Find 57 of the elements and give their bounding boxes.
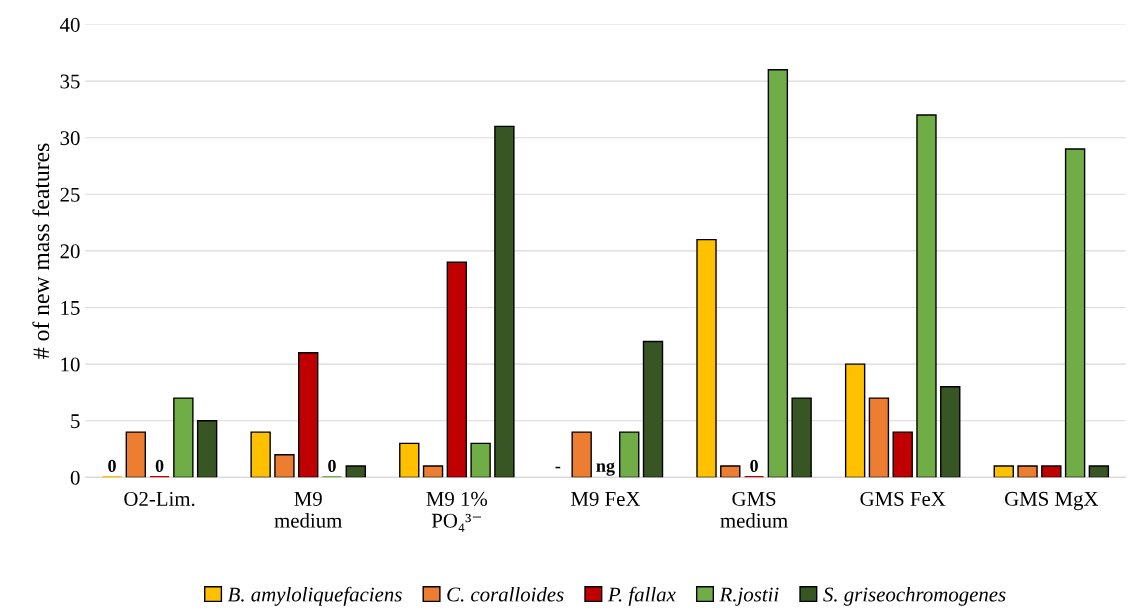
x-tick-label: GMS medium — [720, 491, 788, 528]
bar — [250, 431, 271, 478]
legend-label: B. amyloliquefaciens — [227, 586, 402, 606]
data-label: 0 — [328, 459, 336, 472]
y-tick-label: 0 — [70, 470, 80, 485]
y-tick-label: 40 — [59, 17, 80, 32]
bar — [1041, 465, 1062, 478]
data-label: 0 — [108, 459, 116, 472]
bar — [993, 465, 1014, 478]
bar — [868, 397, 890, 478]
bar — [696, 238, 717, 478]
bar — [274, 454, 295, 478]
bar — [494, 125, 515, 478]
legend-label: S. griseochromogenes — [823, 586, 1006, 606]
x-tick-label: M9 FeX — [571, 491, 641, 506]
bar — [1088, 465, 1110, 478]
bar — [345, 465, 366, 478]
bar — [892, 431, 913, 478]
bar — [767, 69, 789, 478]
bar — [422, 465, 444, 478]
legend-label: R.jostii — [719, 587, 779, 606]
bar — [1017, 465, 1038, 478]
y-tick-label: 35 — [60, 74, 80, 89]
text: ng — [596, 462, 615, 476]
bar — [446, 261, 468, 478]
bar — [298, 352, 319, 478]
bar — [399, 442, 420, 478]
bar — [619, 431, 640, 478]
bar — [642, 340, 664, 478]
x-tick-label: M9 medium — [274, 491, 343, 528]
bar — [1064, 148, 1086, 478]
y-axis-title: # of new mass features — [32, 143, 50, 359]
legend-label: P. fallax — [607, 586, 676, 606]
bar — [791, 397, 812, 478]
legend-label: C. coralloides — [447, 586, 564, 602]
bar — [173, 397, 194, 478]
text: - — [555, 466, 561, 469]
data-label: 0 — [750, 459, 758, 472]
y-tick-label: 5 — [71, 414, 80, 429]
bar — [940, 386, 961, 478]
x-tick-label: GMS MgX — [1005, 491, 1099, 511]
x-tick-label: M9 1% PO₄³⁻ — [426, 491, 488, 532]
data-label: 0 — [155, 459, 164, 472]
bar — [571, 431, 592, 478]
x-tick-label: O2-Lim. — [124, 491, 195, 506]
bar — [196, 420, 218, 478]
y-tick-label: 25 — [60, 187, 80, 202]
x-tick-label: GMS FeX — [860, 491, 946, 506]
bar — [844, 363, 866, 478]
y-tick-label: 10 — [61, 357, 80, 372]
y-tick-label: 20 — [60, 244, 80, 259]
y-tick-label: 15 — [61, 301, 80, 315]
y-tick-label: 30 — [60, 131, 80, 146]
bar — [720, 465, 741, 478]
bar — [470, 442, 491, 478]
bar — [125, 431, 147, 478]
bar — [916, 114, 937, 478]
